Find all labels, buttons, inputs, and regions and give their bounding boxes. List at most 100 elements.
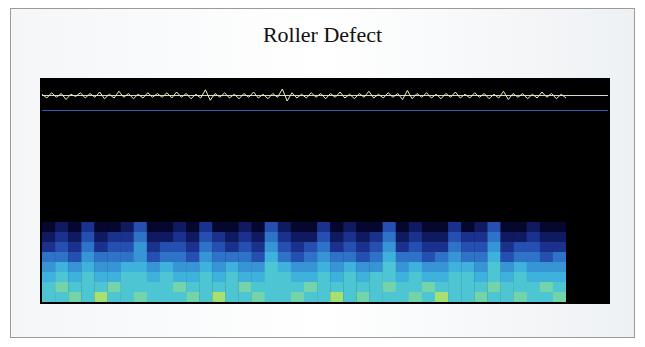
cell [186, 272, 199, 282]
cell [278, 252, 291, 262]
cell [356, 282, 369, 292]
cell [173, 282, 186, 292]
cell [527, 272, 540, 282]
cell [383, 242, 396, 252]
cell [81, 232, 94, 242]
cell [55, 292, 68, 302]
cell [42, 292, 55, 302]
cell [212, 242, 225, 252]
cell [304, 262, 317, 272]
cell [383, 262, 396, 272]
cell [422, 242, 435, 252]
cell [527, 252, 540, 262]
cell [317, 262, 330, 272]
cell [252, 272, 265, 282]
cell [356, 292, 369, 302]
cell [435, 252, 448, 262]
cell [304, 292, 317, 302]
cell [304, 282, 317, 292]
cell [501, 292, 514, 302]
cell [304, 222, 317, 232]
cell [108, 222, 121, 232]
cell [68, 232, 81, 242]
cell [461, 262, 474, 272]
cell [330, 242, 343, 252]
cell [108, 232, 121, 242]
cell [383, 272, 396, 282]
cell [461, 282, 474, 292]
cell [396, 272, 409, 282]
cell [330, 292, 343, 302]
cell [225, 242, 238, 252]
cell [317, 292, 330, 302]
cell [278, 242, 291, 252]
cell [396, 292, 409, 302]
cell [396, 262, 409, 272]
cell [514, 262, 527, 272]
cell [553, 222, 566, 232]
cell [186, 262, 199, 272]
cell [81, 292, 94, 302]
cell [474, 222, 487, 232]
cell [134, 252, 147, 262]
cell [186, 292, 199, 302]
cell [422, 222, 435, 232]
cell [68, 292, 81, 302]
cell [422, 262, 435, 272]
cell [134, 222, 147, 232]
cell [225, 292, 238, 302]
cell [173, 272, 186, 282]
cell [474, 262, 487, 272]
cell [42, 262, 55, 272]
cell [94, 232, 107, 242]
cell [304, 272, 317, 282]
cell [68, 272, 81, 282]
title: Roller Defect [263, 22, 382, 47]
cell [330, 262, 343, 272]
cell [461, 272, 474, 282]
cell [356, 272, 369, 282]
cell [108, 262, 121, 272]
cell [186, 282, 199, 292]
cell [527, 282, 540, 292]
cell [330, 252, 343, 262]
cell [278, 262, 291, 272]
cell [356, 232, 369, 242]
cell [225, 222, 238, 232]
cell [343, 242, 356, 252]
cell [134, 232, 147, 242]
cell [173, 252, 186, 262]
cell [108, 242, 121, 252]
cell [212, 222, 225, 232]
cell [94, 282, 107, 292]
cell [81, 272, 94, 282]
cell [330, 222, 343, 232]
cell [383, 282, 396, 292]
cell [199, 242, 212, 252]
cell [527, 292, 540, 302]
cell [435, 272, 448, 282]
cell [343, 272, 356, 282]
cell [356, 222, 369, 232]
cell [291, 262, 304, 272]
cell [121, 232, 134, 242]
cell [474, 252, 487, 262]
cell [278, 222, 291, 232]
cell [370, 272, 383, 282]
cell [55, 242, 68, 252]
cell [252, 262, 265, 272]
cell [409, 232, 422, 242]
cell [435, 222, 448, 232]
cell [225, 252, 238, 262]
cell [435, 262, 448, 272]
cell [487, 252, 500, 262]
cell [239, 262, 252, 272]
cell [343, 282, 356, 292]
cell [383, 222, 396, 232]
cell [160, 292, 173, 302]
cell [514, 292, 527, 302]
cell [121, 272, 134, 282]
cell [343, 252, 356, 262]
cell [291, 242, 304, 252]
cell [356, 262, 369, 272]
